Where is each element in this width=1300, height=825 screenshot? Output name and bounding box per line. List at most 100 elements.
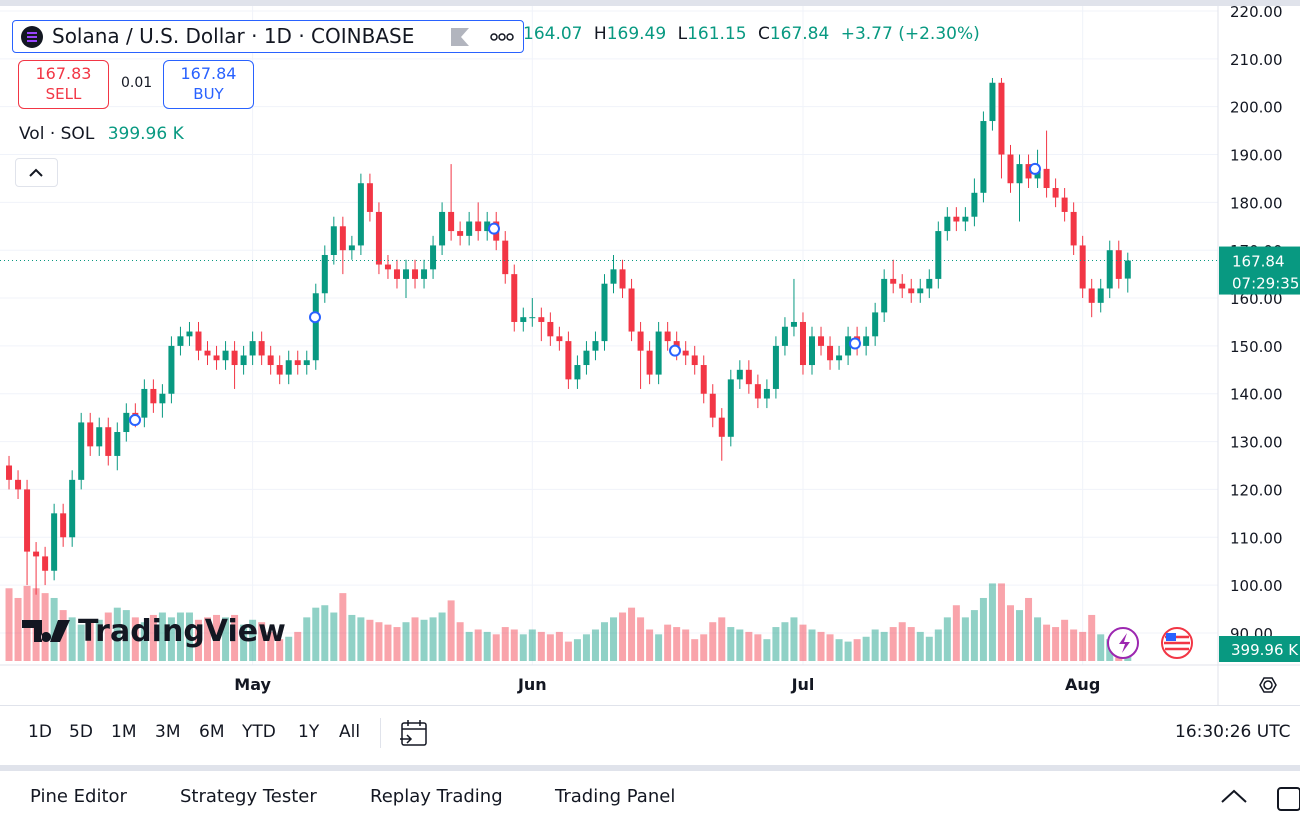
volume-bar (303, 617, 311, 661)
y-tick-label: 220.00 (1230, 3, 1283, 21)
tf-button[interactable]: All (339, 722, 361, 742)
candle-body (790, 321, 797, 327)
tf-button[interactable]: 5D (69, 722, 93, 742)
candle-body (529, 317, 536, 319)
candle-body (1079, 245, 1086, 289)
volume-bar (366, 619, 374, 661)
candle-body (105, 427, 112, 456)
candle-body (78, 422, 85, 480)
y-tick-label: 130.00 (1230, 434, 1283, 452)
volume-bar (249, 619, 257, 661)
panel-tab[interactable]: Trading Panel (555, 786, 676, 807)
panel-controls[interactable] (1218, 784, 1300, 814)
volume-bar (1052, 627, 1060, 661)
volume-legend-value: 399.96 K (107, 124, 184, 144)
volume-bar (546, 634, 554, 661)
candle-body (646, 350, 653, 375)
volume-bar (664, 624, 672, 661)
y-tick-label: 200.00 (1230, 99, 1283, 117)
candle-body (890, 278, 897, 284)
volume-bar (610, 617, 618, 661)
candle-body (249, 341, 256, 356)
separator (380, 718, 381, 748)
candle-body (475, 221, 482, 232)
candle-body (998, 82, 1005, 155)
y-tick-label: 120.00 (1230, 481, 1283, 499)
candle-body (547, 321, 554, 337)
candle-body (926, 278, 933, 289)
open: 164.07 (523, 24, 583, 44)
panel-gap (0, 765, 1300, 771)
volume-bar (140, 622, 148, 661)
volume-bar (50, 597, 58, 661)
clock[interactable]: 16:30:26 UTC (1175, 722, 1291, 742)
x-tick-label: Jun (517, 675, 547, 694)
tf-button[interactable]: 1D (28, 722, 52, 742)
candle-body (1124, 260, 1131, 279)
candle-body (150, 388, 157, 404)
candle-body (42, 556, 49, 571)
candle-body (908, 288, 915, 294)
volume-bar (276, 639, 284, 661)
candle-body (114, 432, 121, 456)
candle-body (312, 293, 319, 361)
volume-bar (330, 612, 338, 661)
tf-button[interactable]: 1Y (298, 722, 320, 742)
volume-bar (176, 612, 184, 661)
tf-button[interactable]: YTD (242, 722, 276, 742)
symbol-box[interactable]: Solana / U.S. Dollar · 1D · COINBASE (12, 20, 524, 53)
volume-bar (86, 622, 94, 661)
candle-body (222, 350, 229, 361)
candle-body (24, 489, 31, 552)
volume-bar (438, 612, 446, 661)
top-strip (0, 0, 1300, 6)
volume-bar (312, 607, 320, 661)
tf-button[interactable]: 1M (111, 722, 137, 742)
candle-body (384, 264, 391, 270)
volume-bar (1079, 631, 1087, 661)
volume-bar (510, 629, 518, 661)
volume-bar (537, 631, 545, 661)
volume-bar (222, 617, 230, 661)
date-range-button[interactable] (398, 719, 430, 747)
panel-tab[interactable]: Strategy Tester (180, 786, 317, 807)
volume-bar (808, 629, 816, 661)
volume-bar (68, 617, 76, 661)
tf-button[interactable]: 6M (199, 722, 225, 742)
volume-bar (673, 627, 681, 661)
sell-button[interactable]: 167.83 SELL (18, 60, 109, 109)
volume-bar (348, 614, 356, 661)
volume-bar (1088, 614, 1096, 661)
buy-button[interactable]: 167.84 BUY (163, 60, 254, 109)
candle-body (69, 479, 76, 538)
symbol-icon (21, 26, 43, 48)
volume-bar (628, 607, 636, 661)
volume-bar (573, 639, 581, 661)
candle-body (195, 331, 202, 351)
candle-body (700, 365, 707, 394)
candle-body (294, 360, 301, 366)
candle-body (917, 288, 924, 294)
panel-tab[interactable]: Replay Trading (370, 786, 503, 807)
volume-bar (826, 634, 834, 661)
volume-bar (853, 639, 861, 661)
volume-bar (763, 639, 771, 661)
collapse-button[interactable] (15, 158, 58, 187)
candle-body (610, 269, 617, 284)
candle-body (1025, 164, 1032, 179)
spark-bolt (1119, 633, 1130, 653)
candle-body (980, 121, 987, 193)
candle-body (709, 393, 716, 418)
candle-body (51, 513, 58, 571)
price-badge-price: 167.84 (1232, 253, 1285, 271)
volume-bar (799, 624, 807, 661)
candle-body (899, 283, 906, 289)
volume-bar (619, 612, 627, 661)
price-badge-countdown: 07:29:35 (1232, 275, 1299, 293)
volume-bar (727, 627, 735, 661)
tf-button[interactable]: 3M (155, 722, 181, 742)
panel-tab[interactable]: Pine Editor (30, 786, 127, 807)
event-marker (849, 337, 861, 350)
volume-bar (1006, 605, 1014, 661)
event-marker (669, 344, 681, 357)
